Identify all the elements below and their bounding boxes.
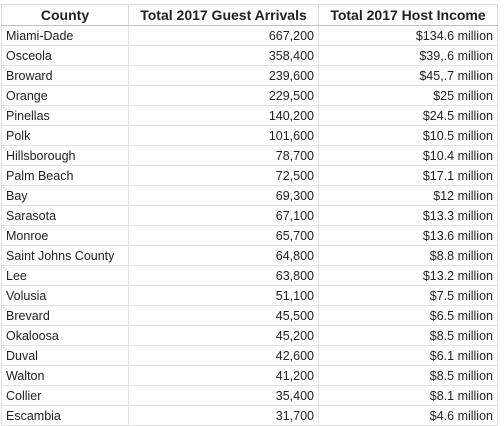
host-income-cell: $13.6 million <box>318 225 498 246</box>
host-income-cell: $10.5 million <box>318 125 498 146</box>
host-income-cell: $8.5 million <box>318 325 498 346</box>
county-cell: Orange <box>1 85 129 106</box>
host-income-cell: $134.6 million <box>318 25 498 46</box>
county-cell: Saint Johns County <box>1 245 129 266</box>
table-row: Osceola 358,400 $39,.6 million <box>1 45 498 66</box>
table-row: Duval 42,600 $6.1 million <box>1 345 498 366</box>
host-income-cell: $12 million <box>318 185 498 206</box>
table-row: Escambia 31,700 $4.6 million <box>1 405 498 426</box>
header-host-income: Total 2017 Host Income <box>318 4 498 26</box>
county-cell: Palm Beach <box>1 165 129 186</box>
county-cell: Broward <box>1 65 129 86</box>
table-row: Hillsborough 78,700 $10.4 million <box>1 145 498 166</box>
table-row: Okaloosa 45,200 $8.5 million <box>1 325 498 346</box>
table-row: Saint Johns County 64,800 $8.8 million <box>1 245 498 266</box>
table-row: Collier 35,400 $8.1 million <box>1 385 498 406</box>
host-income-cell: $45,.7 million <box>318 65 498 86</box>
county-cell: Monroe <box>1 225 129 246</box>
host-income-cell: $10.4 million <box>318 145 498 166</box>
county-cell: Collier <box>1 385 129 406</box>
table-row: Sarasota 67,100 $13.3 million <box>1 205 498 226</box>
host-income-cell: $4.6 million <box>318 405 498 426</box>
county-cell: Volusia <box>1 285 129 306</box>
table-row: Walton 41,200 $8.5 million <box>1 365 498 386</box>
county-cell: Hillsborough <box>1 145 129 166</box>
host-income-cell: $7.5 million <box>318 285 498 306</box>
guest-arrivals-cell: 72,500 <box>128 165 319 186</box>
guest-arrivals-cell: 51,100 <box>128 285 319 306</box>
guest-arrivals-cell: 667,200 <box>128 25 319 46</box>
table-row: Orange 229,500 $25 million <box>1 85 498 106</box>
guest-arrivals-cell: 239,600 <box>128 65 319 86</box>
host-income-cell: $25 million <box>318 85 498 106</box>
county-cell: Sarasota <box>1 205 129 226</box>
table-row: Broward 239,600 $45,.7 million <box>1 65 498 86</box>
guest-arrivals-cell: 42,600 <box>128 345 319 366</box>
header-guest-arrivals: Total 2017 Guest Arrivals <box>128 4 319 26</box>
guest-arrivals-cell: 45,500 <box>128 305 319 326</box>
county-cell: Escambia <box>1 405 129 426</box>
host-income-cell: $8.5 million <box>318 365 498 386</box>
county-cell: Brevard <box>1 305 129 326</box>
table-row: Miami-Dade 667,200 $134.6 million <box>1 25 498 46</box>
guest-arrivals-cell: 67,100 <box>128 205 319 226</box>
host-income-cell: $6.5 million <box>318 305 498 326</box>
county-cell: Osceola <box>1 45 129 66</box>
guest-arrivals-cell: 65,700 <box>128 225 319 246</box>
table-body: Miami-Dade 667,200 $134.6 million Osceola 35… <box>1 25 498 426</box>
county-cell: Okaloosa <box>1 325 129 346</box>
host-income-cell: $13.3 million <box>318 205 498 226</box>
host-income-cell: $13.2 million <box>318 265 498 286</box>
county-cell: Bay <box>1 185 129 206</box>
host-income-cell: $24.5 million <box>318 105 498 126</box>
table-row: Pinellas 140,200 $24.5 million <box>1 105 498 126</box>
data-table: County Total 2017 Guest Arrivals Total 2… <box>1 4 498 426</box>
guest-arrivals-cell: 78,700 <box>128 145 319 166</box>
header-row: County Total 2017 Guest Arrivals Total 2… <box>1 4 498 26</box>
table-row: Polk 101,600 $10.5 million <box>1 125 498 146</box>
table-row: Bay 69,300 $12 million <box>1 185 498 206</box>
host-income-cell: $17.1 million <box>318 165 498 186</box>
guest-arrivals-cell: 358,400 <box>128 45 319 66</box>
table-row: Monroe 65,700 $13.6 million <box>1 225 498 246</box>
host-income-cell: $8.1 million <box>318 385 498 406</box>
guest-arrivals-cell: 31,700 <box>128 405 319 426</box>
guest-arrivals-cell: 45,200 <box>128 325 319 346</box>
county-cell: Walton <box>1 365 129 386</box>
county-cell: Polk <box>1 125 129 146</box>
county-cell: Duval <box>1 345 129 366</box>
guest-arrivals-cell: 63,800 <box>128 265 319 286</box>
table-row: Brevard 45,500 $6.5 million <box>1 305 498 326</box>
host-income-cell: $39,.6 million <box>318 45 498 66</box>
guest-arrivals-cell: 35,400 <box>128 385 319 406</box>
guest-arrivals-cell: 229,500 <box>128 85 319 106</box>
table-row: Palm Beach 72,500 $17.1 million <box>1 165 498 186</box>
host-income-cell: $6.1 million <box>318 345 498 366</box>
guest-arrivals-cell: 41,200 <box>128 365 319 386</box>
guest-arrivals-cell: 101,600 <box>128 125 319 146</box>
guest-arrivals-cell: 69,300 <box>128 185 319 206</box>
guest-arrivals-cell: 64,800 <box>128 245 319 266</box>
host-income-cell: $8.8 million <box>318 245 498 266</box>
county-cell: Pinellas <box>1 105 129 126</box>
table-row: Lee 63,800 $13.2 million <box>1 265 498 286</box>
guest-arrivals-cell: 140,200 <box>128 105 319 126</box>
header-county: County <box>1 4 129 26</box>
table-row: Volusia 51,100 $7.5 million <box>1 285 498 306</box>
county-cell: Miami-Dade <box>1 25 129 46</box>
county-cell: Lee <box>1 265 129 286</box>
